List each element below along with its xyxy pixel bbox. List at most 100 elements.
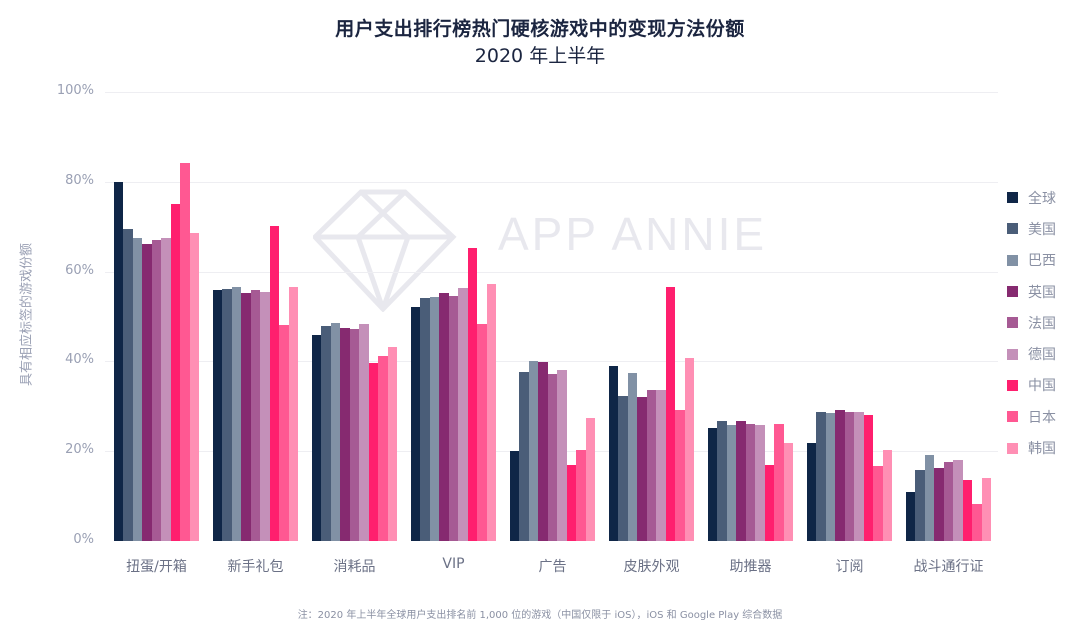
x-tick-label: 扭蛋/开箱 bbox=[126, 559, 187, 575]
bar bbox=[222, 288, 232, 541]
legend-swatch-icon bbox=[1007, 286, 1018, 298]
legend-label: 中国 bbox=[1028, 378, 1056, 395]
bar bbox=[962, 479, 973, 541]
bar bbox=[882, 449, 892, 541]
bar bbox=[189, 233, 199, 541]
legend-label: 日本 bbox=[1028, 409, 1056, 426]
watermark-text: APP ANNIE bbox=[498, 208, 768, 260]
bar bbox=[618, 395, 628, 541]
bar bbox=[972, 504, 982, 541]
bar bbox=[646, 390, 657, 541]
bar bbox=[123, 228, 133, 541]
y-tick-label: 80% bbox=[65, 172, 94, 188]
y-tick-label: 20% bbox=[65, 442, 94, 458]
x-tick-label: 战斗通行证 bbox=[913, 559, 984, 575]
bar bbox=[863, 414, 874, 541]
legend-swatch-icon bbox=[1007, 192, 1018, 204]
watermark: APP ANNIE bbox=[313, 187, 833, 312]
legend-label: 英国 bbox=[1028, 284, 1056, 301]
bar bbox=[943, 461, 954, 541]
bar bbox=[566, 465, 577, 541]
bar bbox=[411, 307, 421, 541]
y-tick-label: 60% bbox=[65, 262, 94, 278]
bar bbox=[231, 287, 242, 541]
bar bbox=[906, 492, 916, 541]
bar bbox=[873, 466, 883, 541]
legend-swatch-icon bbox=[1007, 223, 1018, 235]
bar bbox=[915, 470, 925, 541]
chart-subtitle: 2020 年上半年 bbox=[474, 45, 606, 67]
legend-swatch-icon bbox=[1007, 348, 1018, 360]
bar bbox=[269, 225, 280, 541]
bar bbox=[359, 324, 369, 541]
bar bbox=[764, 465, 775, 541]
bar bbox=[953, 460, 963, 541]
legend-item: 全球 bbox=[1007, 182, 1056, 213]
bar bbox=[675, 409, 685, 541]
bar bbox=[312, 334, 322, 541]
legend-item: 日本 bbox=[1007, 401, 1056, 432]
legend-label: 法国 bbox=[1028, 315, 1056, 332]
bar bbox=[684, 357, 694, 541]
bar bbox=[429, 297, 440, 541]
bar bbox=[783, 443, 793, 541]
bar bbox=[132, 237, 143, 541]
bar bbox=[387, 347, 397, 541]
bar bbox=[458, 288, 468, 541]
bar-group bbox=[708, 92, 793, 541]
bar-group bbox=[312, 92, 397, 541]
bar-group bbox=[609, 92, 694, 541]
legend-item: 韩国 bbox=[1007, 432, 1056, 463]
bar bbox=[816, 412, 826, 541]
legend-swatch-icon bbox=[1007, 379, 1018, 391]
y-tick-label: 100% bbox=[56, 83, 94, 98]
legend-label: 美国 bbox=[1028, 221, 1056, 238]
legend-swatch-icon bbox=[1007, 411, 1018, 423]
bar bbox=[279, 325, 289, 541]
bar bbox=[835, 409, 845, 541]
bar-group bbox=[213, 92, 298, 541]
x-tick-label: 广告 bbox=[538, 559, 567, 575]
legend-swatch-icon bbox=[1007, 254, 1018, 266]
legend-label: 巴西 bbox=[1028, 253, 1056, 270]
bar bbox=[665, 286, 676, 541]
diamond-icon bbox=[313, 189, 457, 312]
bar bbox=[250, 289, 261, 541]
gridline bbox=[105, 271, 998, 273]
bar bbox=[519, 371, 529, 541]
bar bbox=[844, 412, 855, 541]
legend-item: 德国 bbox=[1007, 338, 1056, 369]
legend-item: 中国 bbox=[1007, 370, 1056, 401]
footnote: 注：2020 年上半年全球用户支出排名前 1,000 位的游戏（中国仅限于 iO… bbox=[297, 610, 783, 621]
bar bbox=[288, 287, 298, 541]
legend-label: 全球 bbox=[1028, 190, 1056, 207]
bar bbox=[114, 181, 124, 541]
bar bbox=[538, 361, 548, 541]
y-axis-label: 具有相应标签的游戏份额 bbox=[19, 243, 35, 387]
bar-group bbox=[510, 92, 595, 541]
bar bbox=[934, 467, 944, 541]
bar bbox=[807, 443, 817, 541]
legend-item: 巴西 bbox=[1007, 245, 1056, 276]
bar bbox=[708, 427, 718, 541]
x-tick-label: VIP bbox=[442, 556, 465, 572]
bar bbox=[330, 322, 341, 541]
bar bbox=[627, 373, 638, 541]
bar bbox=[477, 324, 487, 541]
x-tick-label: 助推器 bbox=[729, 559, 772, 575]
y-tick-label: 0% bbox=[73, 532, 94, 547]
bar bbox=[486, 284, 496, 541]
x-tick-label: 皮肤外观 bbox=[623, 559, 680, 575]
bar bbox=[467, 247, 478, 541]
x-tick-label: 消耗品 bbox=[333, 559, 376, 575]
bar bbox=[854, 412, 864, 541]
legend-label: 韩国 bbox=[1028, 441, 1056, 458]
bar bbox=[576, 449, 586, 541]
bar bbox=[609, 365, 619, 541]
bar bbox=[924, 454, 935, 541]
bar bbox=[368, 363, 379, 541]
bar bbox=[378, 356, 388, 541]
bar-group bbox=[906, 92, 991, 541]
bar bbox=[213, 289, 223, 541]
bar bbox=[170, 203, 181, 541]
